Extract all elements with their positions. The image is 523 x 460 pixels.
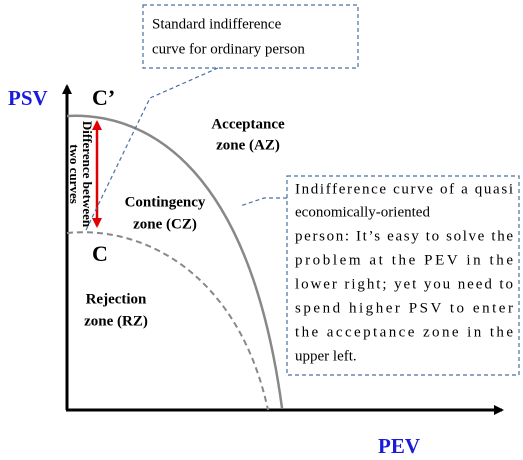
point-label: C (92, 241, 108, 266)
callout-text: Indifference curve of a quasi (295, 181, 513, 197)
callout-text: curve for ordinary person (152, 41, 305, 57)
difference-label-line: Difference between (80, 121, 95, 228)
quasi-curve (66, 231, 269, 411)
x-axis-label: PEV (378, 434, 420, 458)
callout-leader (85, 67, 219, 231)
callout-text: economically-oriented (295, 204, 430, 220)
callout-box (286, 175, 520, 376)
callout-box (142, 4, 359, 69)
y-axis-label: PSV (8, 86, 48, 110)
standard-curve (66, 114, 284, 409)
callout-text: problem at the PEV in the (295, 252, 513, 268)
callout-leader (239, 197, 287, 207)
difference-label: Difference between two curves (67, 121, 95, 228)
difference-label-line: two curves (67, 144, 82, 204)
zone-label: Rejection (86, 291, 147, 307)
zone-label: zone (AZ) (216, 137, 280, 153)
point-label: C’ (92, 85, 115, 110)
callout-text: upper left. (295, 348, 357, 364)
callout-text: person: It’s easy to solve the (295, 228, 513, 244)
callout-text: spend higher PSV to enter (295, 300, 513, 316)
zone-label: zone (CZ) (133, 216, 197, 232)
zone-label: zone (RZ) (84, 313, 148, 329)
callout-text: the acceptance zone in the (295, 324, 513, 340)
zone-label: Acceptance (211, 116, 285, 132)
callout-text: Standard indifference (152, 16, 282, 32)
callout-text: lower right; yet you need to (295, 276, 513, 292)
zone-label: Contingency (125, 194, 206, 210)
